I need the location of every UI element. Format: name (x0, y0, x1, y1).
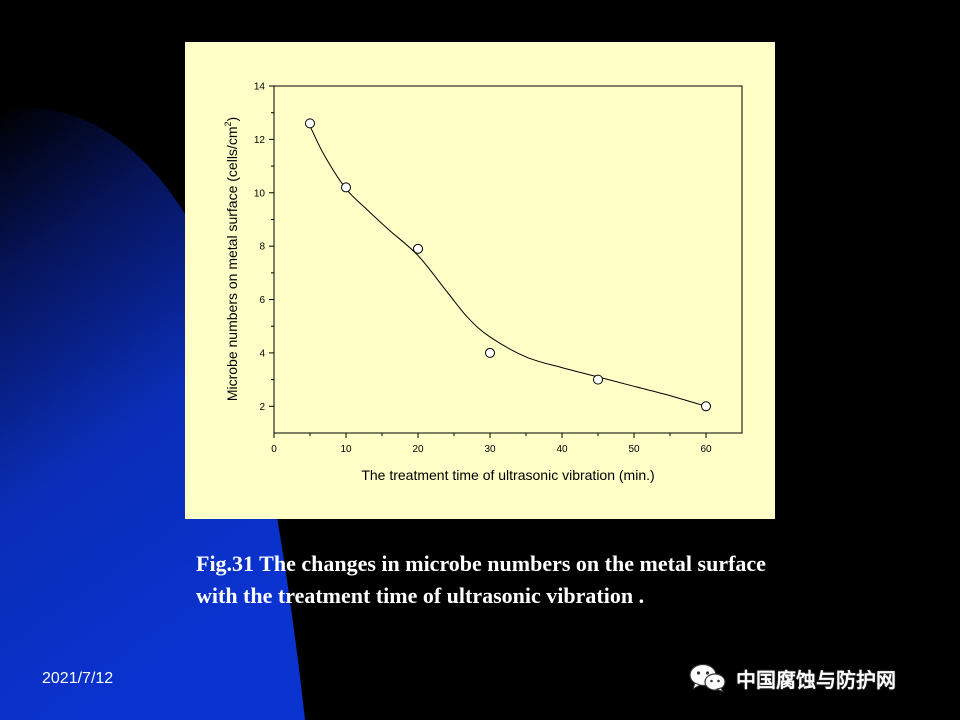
y-axis-label: Microbe numbers on metal surface (cells/… (223, 117, 240, 401)
y-tick-label: 2 (259, 402, 265, 413)
data-point (701, 401, 711, 412)
x-tick-label: 60 (700, 444, 712, 455)
data-point (341, 182, 351, 193)
x-axis-label: The treatment time of ultrasonic vibrati… (361, 467, 654, 483)
y-axis-ticks: 2 4 6 8 10 12 14 (254, 82, 274, 413)
wechat-icon (689, 663, 726, 693)
x-tick-label: 40 (556, 444, 568, 455)
x-tick-label: 10 (340, 444, 352, 455)
y-tick-label: 8 (259, 242, 265, 253)
data-points (305, 118, 711, 412)
x-axis-ticks: 0 10 20 30 40 50 60 (271, 433, 712, 455)
y-axis-label-close: ) (224, 117, 240, 122)
background-swoosh (0, 107, 305, 720)
slide-date: 2021/7/12 (42, 670, 114, 687)
fit-curve (309, 125, 707, 407)
data-point (485, 347, 495, 358)
brand-watermark: 中国腐蚀与防护网 (688, 660, 896, 696)
figure-caption: Fig.31 The changes in microbe numbers on… (196, 551, 766, 608)
brand-name: 中国腐蚀与防护网 (736, 667, 896, 692)
y-tick-label: 12 (254, 135, 266, 146)
chart-panel: 0 10 20 30 40 50 60 2 4 6 8 10 12 14 The treatment t… (185, 42, 775, 519)
y-tick-label: 14 (254, 82, 266, 93)
x-tick-label: 0 (271, 444, 277, 455)
x-tick-label: 30 (484, 444, 496, 455)
y-axis-label-text: Microbe numbers on metal surface (cells/… (224, 127, 240, 402)
y-axis-label-sup: 2 (223, 122, 233, 127)
plot-frame (273, 85, 743, 434)
data-point (305, 118, 315, 129)
x-tick-label: 50 (628, 444, 640, 455)
data-point (413, 243, 423, 254)
x-tick-label: 20 (412, 444, 424, 455)
chart: 0 10 20 30 40 50 60 2 4 6 8 10 12 14 The treatment t… (223, 82, 743, 483)
y-tick-label: 6 (259, 295, 265, 306)
data-point (593, 374, 603, 385)
y-tick-label: 4 (259, 348, 265, 359)
y-tick-label: 10 (254, 188, 266, 199)
